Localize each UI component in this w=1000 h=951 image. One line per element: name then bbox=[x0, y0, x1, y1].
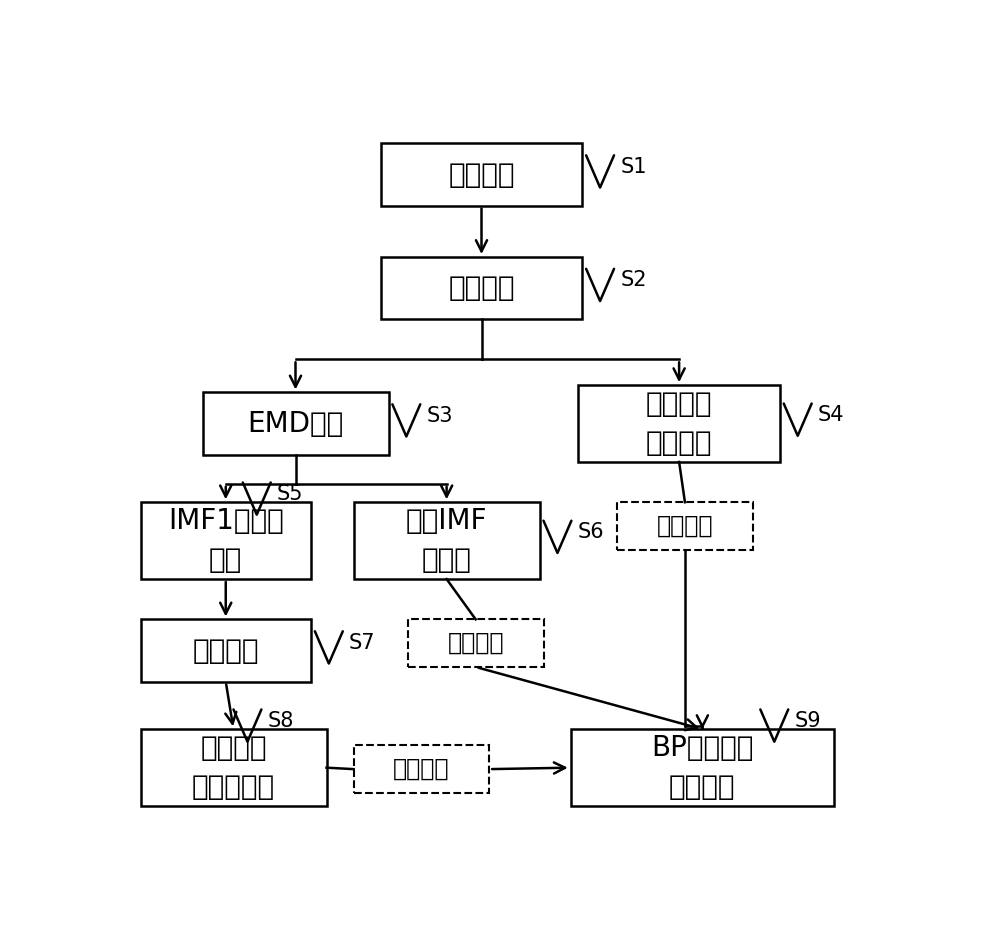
Text: EMD分解: EMD分解 bbox=[247, 410, 344, 437]
Text: S3: S3 bbox=[426, 405, 453, 425]
FancyBboxPatch shape bbox=[381, 257, 582, 320]
Text: 特征参量: 特征参量 bbox=[657, 514, 713, 538]
Text: 提取时域
统计参数: 提取时域 统计参数 bbox=[646, 390, 712, 457]
FancyBboxPatch shape bbox=[354, 746, 489, 793]
Text: S9: S9 bbox=[794, 710, 821, 730]
FancyBboxPatch shape bbox=[202, 393, 388, 455]
FancyBboxPatch shape bbox=[140, 502, 311, 579]
FancyBboxPatch shape bbox=[617, 502, 753, 550]
Text: IMF1的包络
信号: IMF1的包络 信号 bbox=[168, 507, 284, 574]
Text: 求包络谱: 求包络谱 bbox=[192, 636, 259, 665]
FancyBboxPatch shape bbox=[578, 385, 780, 462]
Text: S7: S7 bbox=[349, 632, 375, 652]
Text: S6: S6 bbox=[578, 522, 604, 542]
Text: 数据采集: 数据采集 bbox=[448, 161, 515, 188]
FancyBboxPatch shape bbox=[140, 729, 326, 806]
Text: 特征参量: 特征参量 bbox=[393, 757, 450, 781]
Text: BP神经网络
故障分类: BP神经网络 故障分类 bbox=[651, 734, 754, 801]
Text: S1: S1 bbox=[620, 157, 647, 177]
FancyBboxPatch shape bbox=[381, 144, 582, 205]
Text: 提取IMF
能量矩: 提取IMF 能量矩 bbox=[406, 507, 487, 574]
Text: 消噪处理: 消噪处理 bbox=[448, 274, 515, 302]
Text: S8: S8 bbox=[268, 710, 294, 730]
FancyBboxPatch shape bbox=[571, 729, 834, 806]
FancyBboxPatch shape bbox=[408, 619, 544, 667]
Text: S5: S5 bbox=[277, 484, 303, 504]
Text: S2: S2 bbox=[620, 270, 647, 290]
FancyBboxPatch shape bbox=[140, 619, 311, 682]
FancyBboxPatch shape bbox=[354, 502, 540, 579]
Text: 提取故障
特征幅值比: 提取故障 特征幅值比 bbox=[192, 734, 275, 801]
Text: 特征参量: 特征参量 bbox=[447, 631, 504, 655]
Text: S4: S4 bbox=[818, 405, 844, 425]
